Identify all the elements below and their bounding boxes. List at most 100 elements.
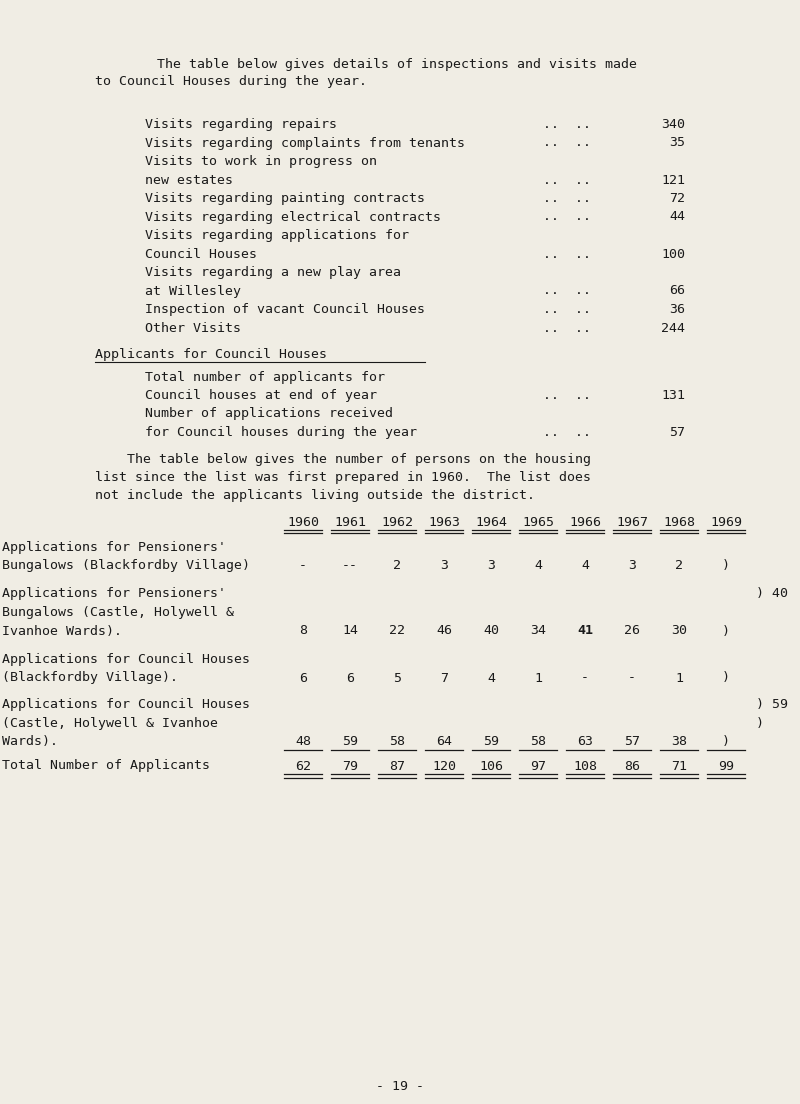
Text: 64: 64	[436, 735, 452, 749]
Text: 1961: 1961	[334, 516, 366, 529]
Text: 22: 22	[389, 625, 405, 637]
Text: Visits regarding electrical contracts: Visits regarding electrical contracts	[145, 211, 441, 223]
Text: new estates: new estates	[145, 173, 233, 187]
Text: (Castle, Holywell & Ivanhoe: (Castle, Holywell & Ivanhoe	[2, 716, 218, 730]
Text: 26: 26	[624, 625, 640, 637]
Text: 66: 66	[669, 285, 685, 297]
Text: 86: 86	[624, 760, 640, 773]
Text: 79: 79	[342, 760, 358, 773]
Text: 7: 7	[440, 671, 448, 684]
Text: 1968: 1968	[663, 516, 695, 529]
Text: 340: 340	[661, 118, 685, 131]
Text: ..  ..: .. ..	[543, 118, 591, 131]
Text: 120: 120	[432, 760, 456, 773]
Text: Wards).: Wards).	[2, 735, 58, 749]
Text: The table below gives the number of persons on the housing: The table below gives the number of pers…	[95, 453, 591, 466]
Text: ..  ..: .. ..	[543, 211, 591, 223]
Text: 2: 2	[675, 559, 683, 572]
Text: Other Visits: Other Visits	[145, 321, 241, 335]
Text: 59: 59	[483, 735, 499, 749]
Text: ..  ..: .. ..	[543, 285, 591, 297]
Text: Inspection of vacant Council Houses: Inspection of vacant Council Houses	[145, 302, 425, 316]
Text: 38: 38	[671, 735, 687, 749]
Text: list since the list was first prepared in 1960.  The list does: list since the list was first prepared i…	[95, 471, 591, 484]
Text: 3: 3	[628, 559, 636, 572]
Text: Applications for Council Houses: Applications for Council Houses	[2, 698, 250, 711]
Text: 3: 3	[487, 559, 495, 572]
Text: ..  ..: .. ..	[543, 247, 591, 261]
Text: 59: 59	[342, 735, 358, 749]
Text: 108: 108	[573, 760, 597, 773]
Text: (Blackfordby Village).: (Blackfordby Village).	[2, 671, 178, 684]
Text: The table below gives details of inspections and visits made: The table below gives details of inspect…	[125, 59, 637, 71]
Text: ): )	[756, 716, 764, 730]
Text: Total number of applicants for: Total number of applicants for	[145, 371, 385, 383]
Text: ..  ..: .. ..	[543, 173, 591, 187]
Text: ..  ..: .. ..	[543, 389, 591, 402]
Text: ..  ..: .. ..	[543, 137, 591, 149]
Text: Visits regarding painting contracts: Visits regarding painting contracts	[145, 192, 425, 205]
Text: ) 40: ) 40	[756, 587, 788, 601]
Text: 40: 40	[483, 625, 499, 637]
Text: 4: 4	[487, 671, 495, 684]
Text: 57: 57	[624, 735, 640, 749]
Text: 1960: 1960	[287, 516, 319, 529]
Text: 34: 34	[530, 625, 546, 637]
Text: --: --	[342, 559, 358, 572]
Text: 41: 41	[577, 625, 593, 637]
Text: 8: 8	[299, 625, 307, 637]
Text: Applications for Pensioners': Applications for Pensioners'	[2, 587, 226, 601]
Text: ): )	[722, 625, 730, 637]
Text: Number of applications received: Number of applications received	[145, 407, 393, 421]
Text: 1967: 1967	[616, 516, 648, 529]
Text: 72: 72	[669, 192, 685, 205]
Text: 2: 2	[393, 559, 401, 572]
Text: 30: 30	[671, 625, 687, 637]
Text: 3: 3	[440, 559, 448, 572]
Text: 1969: 1969	[710, 516, 742, 529]
Text: ): )	[722, 671, 730, 684]
Text: ..  ..: .. ..	[543, 321, 591, 335]
Text: Applications for Council Houses: Applications for Council Houses	[2, 652, 250, 666]
Text: ..  ..: .. ..	[543, 192, 591, 205]
Text: Council Houses: Council Houses	[145, 247, 257, 261]
Text: 58: 58	[530, 735, 546, 749]
Text: 71: 71	[671, 760, 687, 773]
Text: 5: 5	[393, 671, 401, 684]
Text: 131: 131	[661, 389, 685, 402]
Text: ..  ..: .. ..	[543, 302, 591, 316]
Text: 4: 4	[534, 559, 542, 572]
Text: 44: 44	[669, 211, 685, 223]
Text: 46: 46	[436, 625, 452, 637]
Text: 97: 97	[530, 760, 546, 773]
Text: 1963: 1963	[428, 516, 460, 529]
Text: ..  ..: .. ..	[543, 426, 591, 439]
Text: 1962: 1962	[381, 516, 413, 529]
Text: 6: 6	[299, 671, 307, 684]
Text: 36: 36	[669, 302, 685, 316]
Text: Total Number of Applicants: Total Number of Applicants	[2, 760, 210, 773]
Text: Visits regarding a new play area: Visits regarding a new play area	[145, 266, 401, 279]
Text: - 19 -: - 19 -	[376, 1080, 424, 1093]
Text: Visits regarding applications for: Visits regarding applications for	[145, 229, 409, 242]
Text: -: -	[581, 671, 589, 684]
Text: 244: 244	[661, 321, 685, 335]
Text: 87: 87	[389, 760, 405, 773]
Text: 100: 100	[661, 247, 685, 261]
Text: 1964: 1964	[475, 516, 507, 529]
Text: Council houses at end of year: Council houses at end of year	[145, 389, 377, 402]
Text: ) 59: ) 59	[756, 698, 788, 711]
Text: 58: 58	[389, 735, 405, 749]
Text: ): )	[722, 735, 730, 749]
Text: Applicants for Council Houses: Applicants for Council Houses	[95, 348, 327, 361]
Text: Bungalows (Blackfordby Village): Bungalows (Blackfordby Village)	[2, 559, 250, 572]
Text: 106: 106	[479, 760, 503, 773]
Text: not include the applicants living outside the district.: not include the applicants living outsid…	[95, 489, 535, 502]
Text: for Council houses during the year: for Council houses during the year	[145, 426, 417, 439]
Text: 62: 62	[295, 760, 311, 773]
Text: 99: 99	[718, 760, 734, 773]
Text: 1965: 1965	[522, 516, 554, 529]
Text: Visits regarding repairs: Visits regarding repairs	[145, 118, 337, 131]
Text: Visits to work in progress on: Visits to work in progress on	[145, 155, 377, 168]
Text: 48: 48	[295, 735, 311, 749]
